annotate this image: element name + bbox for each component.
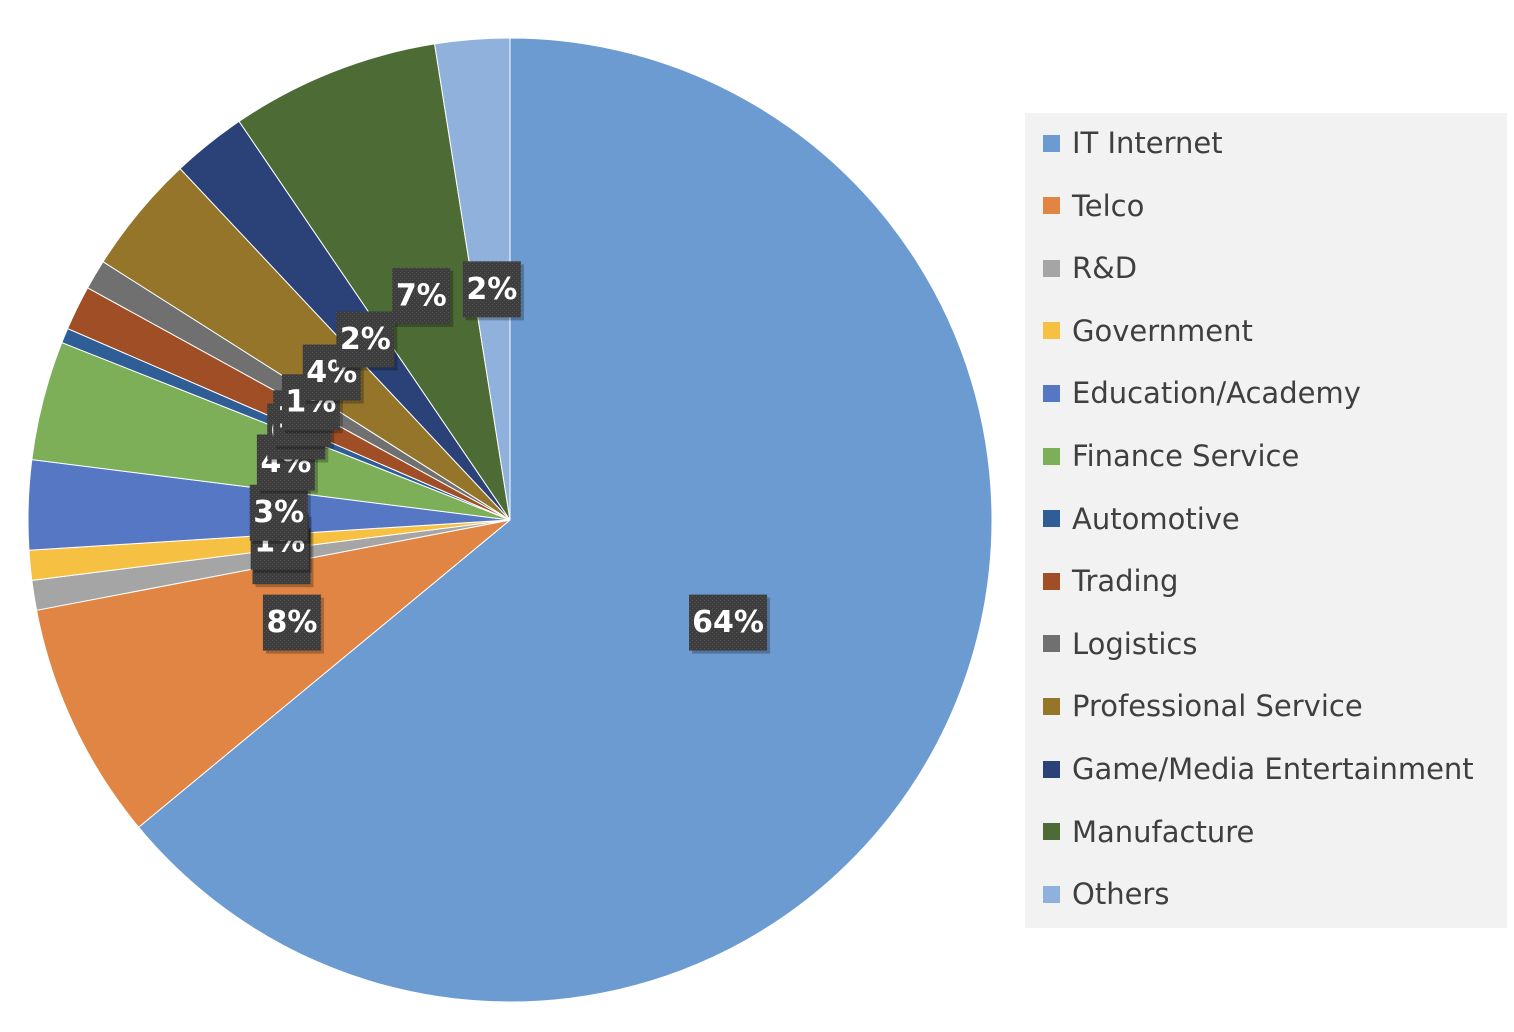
- legend-label: Telco: [1072, 188, 1145, 223]
- legend-swatch: [1043, 823, 1060, 841]
- data-label-box-game-media-entertainment: [336, 311, 395, 368]
- legend-swatch: [1043, 885, 1060, 903]
- legend-label: Trading: [1072, 564, 1179, 599]
- legend-item-government: Government: [1043, 311, 1253, 351]
- data-label-text-it-internet: 64%: [692, 605, 764, 640]
- legend-item-others: Others: [1043, 874, 1169, 914]
- data-label-game-media-entertainment: 2%: [336, 311, 398, 371]
- legend-swatch: [1043, 697, 1060, 715]
- data-label-manufacture: 7%: [392, 267, 454, 327]
- data-label-box-it-internet: [689, 594, 768, 651]
- legend-label: Game/Media Entertainment: [1072, 752, 1474, 786]
- pie-slice-manufacture: [238, 43, 511, 521]
- legend-label: Professional Service: [1072, 689, 1363, 724]
- data-label-text-others: 2%: [466, 272, 517, 307]
- legend-label: Automotive: [1072, 501, 1240, 536]
- legend-label: Finance Service: [1072, 439, 1300, 473]
- legend-item-automotive: Automotive: [1043, 499, 1240, 539]
- data-label-it-internet: 64%: [689, 594, 771, 654]
- data-label-box-manufacture: [392, 267, 451, 324]
- data-label-text-manufacture: 7%: [396, 278, 447, 313]
- data-label-box-telco: [262, 594, 321, 651]
- legend-item-logistics: Logistics: [1043, 624, 1197, 664]
- legend-item-telco: Telco: [1043, 186, 1144, 226]
- legend-swatch: [1043, 510, 1060, 528]
- legend-swatch: [1043, 760, 1060, 778]
- legend-label: Education/Academy: [1072, 376, 1361, 411]
- legend-swatch: [1043, 447, 1060, 465]
- legend-label: Logistics: [1072, 626, 1198, 661]
- legend-item-education-academy: Education/Academy: [1043, 373, 1361, 413]
- legend-item-game-media-entertainment: Game/Media Entertainment: [1043, 749, 1474, 789]
- legend-swatch: [1043, 259, 1060, 277]
- legend-item-professional-service: Professional Service: [1043, 686, 1363, 726]
- legend-item-trading: Trading: [1043, 561, 1178, 601]
- legend-swatch: [1043, 384, 1060, 402]
- pie-slice-it-internet: [137, 37, 993, 1003]
- data-label-text-education-academy: 3%: [253, 495, 304, 530]
- data-label-others: 2%: [462, 261, 524, 321]
- legend: IT Internet Telco R&D Government Education/A…: [1025, 113, 1507, 928]
- data-label-box-education-academy: [249, 484, 308, 541]
- data-label-box-others: [462, 261, 521, 318]
- legend-label: IT Internet: [1072, 126, 1223, 160]
- legend-label: Manufacture: [1072, 814, 1255, 849]
- legend-swatch: [1043, 322, 1060, 340]
- legend-label: Others: [1072, 877, 1170, 912]
- data-label-education-academy: 3%: [249, 484, 311, 544]
- data-label-telco: 8%: [262, 594, 324, 654]
- legend-swatch: [1043, 635, 1060, 653]
- legend-label: Government: [1072, 313, 1253, 348]
- data-label-text-telco: 8%: [266, 605, 317, 640]
- legend-label: R&D: [1072, 251, 1138, 286]
- legend-item-manufacture: Manufacture: [1043, 812, 1254, 852]
- data-label-text-game-media-entertainment: 2%: [340, 322, 391, 357]
- legend-swatch: [1043, 134, 1060, 152]
- legend-item-finance-service: Finance Service: [1043, 436, 1299, 476]
- legend-swatch: [1043, 197, 1060, 215]
- legend-item-randd: R&D: [1043, 248, 1137, 288]
- legend-item-it-internet: IT Internet: [1043, 123, 1223, 163]
- legend-swatch: [1043, 572, 1060, 590]
- pie-slice-telco: [35, 519, 511, 828]
